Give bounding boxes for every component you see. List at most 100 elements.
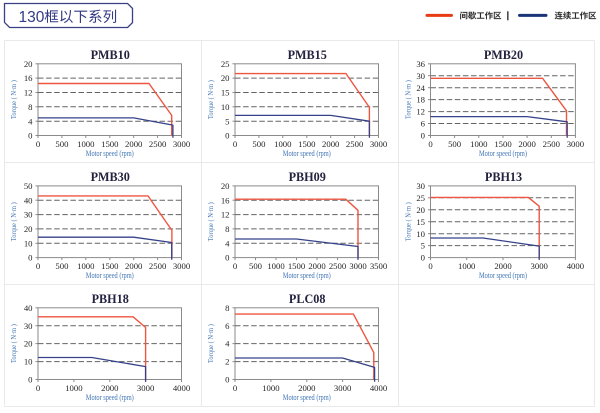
- svg-text:16: 16: [24, 73, 33, 83]
- svg-text:25: 25: [416, 193, 425, 203]
- svg-text:10: 10: [24, 357, 33, 367]
- svg-text:20: 20: [221, 73, 230, 83]
- svg-text:8: 8: [28, 102, 33, 112]
- svg-text:Motor speed (rpm): Motor speed (rpm): [86, 271, 134, 280]
- svg-text:40: 40: [24, 303, 33, 313]
- svg-text:3500: 3500: [370, 261, 388, 271]
- svg-text:2500: 2500: [346, 139, 364, 149]
- svg-text:4: 4: [28, 116, 33, 126]
- svg-text:8: 8: [225, 224, 230, 234]
- svg-text:12: 12: [221, 210, 230, 220]
- svg-text:Motor speed (rpm): Motor speed (rpm): [283, 393, 331, 402]
- svg-text:12: 12: [24, 88, 33, 98]
- svg-text:0: 0: [233, 139, 238, 149]
- svg-text:0: 0: [28, 375, 33, 385]
- svg-text:Torque ( N·m ): Torque ( N·m ): [10, 202, 18, 242]
- svg-text:15: 15: [221, 88, 230, 98]
- svg-text:0: 0: [225, 253, 230, 263]
- svg-text:Torque ( N·m ): Torque ( N·m ): [405, 202, 413, 242]
- svg-text:1500: 1500: [101, 261, 119, 271]
- svg-text:1000: 1000: [77, 261, 95, 271]
- svg-text:15: 15: [416, 217, 425, 227]
- svg-text:Motor speed (rpm): Motor speed (rpm): [479, 149, 527, 158]
- svg-text:500: 500: [55, 139, 69, 149]
- svg-text:2000: 2000: [125, 139, 143, 149]
- svg-text:20: 20: [24, 339, 33, 349]
- svg-text:30: 30: [416, 71, 425, 81]
- svg-text:PBH13: PBH13: [485, 170, 522, 184]
- svg-text:2000: 2000: [518, 139, 536, 149]
- svg-text:20: 20: [221, 181, 230, 191]
- svg-text:Torque ( N·m ): Torque ( N·m ): [10, 323, 18, 363]
- svg-text:50: 50: [24, 181, 33, 191]
- svg-text:3000: 3000: [173, 139, 191, 149]
- svg-text:2500: 2500: [543, 139, 561, 149]
- svg-text:1500: 1500: [101, 139, 119, 149]
- svg-text:2000: 2000: [322, 139, 340, 149]
- svg-text:6: 6: [421, 119, 426, 129]
- svg-text:Torque ( N·m ): Torque ( N·m ): [207, 202, 215, 242]
- svg-text:20: 20: [416, 205, 425, 215]
- svg-text:30: 30: [24, 210, 33, 220]
- svg-text:0: 0: [28, 253, 33, 263]
- svg-text:36: 36: [416, 59, 425, 69]
- svg-text:3000: 3000: [531, 261, 549, 271]
- svg-text:30: 30: [24, 321, 33, 331]
- svg-text:PMB30: PMB30: [91, 170, 130, 184]
- svg-text:8: 8: [225, 303, 230, 313]
- svg-text:500: 500: [252, 139, 266, 149]
- svg-text:1000: 1000: [458, 261, 476, 271]
- svg-text:3000: 3000: [370, 139, 388, 149]
- svg-text:0: 0: [233, 261, 238, 271]
- svg-text:18: 18: [416, 95, 425, 105]
- svg-text:Motor speed (rpm): Motor speed (rpm): [86, 393, 134, 402]
- svg-text:Torque ( N·m ): Torque ( N·m ): [207, 323, 215, 363]
- svg-text:2500: 2500: [149, 139, 167, 149]
- svg-text:1000: 1000: [470, 139, 488, 149]
- svg-text:2000: 2000: [494, 261, 512, 271]
- svg-text:0: 0: [233, 383, 238, 393]
- svg-text:3000: 3000: [567, 139, 585, 149]
- svg-text:1000: 1000: [274, 139, 292, 149]
- svg-text:16: 16: [221, 195, 230, 205]
- svg-text:1000: 1000: [267, 261, 285, 271]
- svg-text:Torque ( N·m ): Torque ( N·m ): [207, 79, 215, 119]
- svg-text:4: 4: [225, 238, 230, 248]
- svg-text:500: 500: [249, 261, 263, 271]
- svg-text:0: 0: [36, 383, 41, 393]
- svg-text:6: 6: [225, 321, 230, 331]
- svg-text:2000: 2000: [298, 383, 316, 393]
- svg-text:20: 20: [24, 224, 33, 234]
- svg-text:0: 0: [225, 375, 230, 385]
- svg-text:0: 0: [225, 131, 230, 141]
- svg-text:10: 10: [24, 238, 33, 248]
- svg-text:Motor speed (rpm): Motor speed (rpm): [283, 149, 331, 158]
- svg-text:0: 0: [421, 131, 426, 141]
- svg-text:0: 0: [36, 139, 41, 149]
- svg-text:25: 25: [221, 59, 230, 69]
- svg-text:Torque ( N·m ): Torque ( N·m ): [405, 79, 413, 119]
- svg-text:4000: 4000: [370, 383, 388, 393]
- svg-text:1500: 1500: [298, 139, 316, 149]
- svg-text:2000: 2000: [125, 261, 143, 271]
- svg-text:500: 500: [448, 139, 462, 149]
- svg-text:2000: 2000: [101, 383, 119, 393]
- svg-text:1000: 1000: [262, 383, 280, 393]
- svg-text:3000: 3000: [349, 261, 367, 271]
- svg-text:2: 2: [225, 357, 229, 367]
- svg-text:3000: 3000: [334, 383, 352, 393]
- svg-text:2000: 2000: [308, 261, 326, 271]
- svg-text:Motor speed (rpm): Motor speed (rpm): [86, 149, 134, 158]
- svg-text:PBH18: PBH18: [92, 292, 129, 306]
- svg-text:10: 10: [416, 229, 425, 239]
- svg-text:PMB10: PMB10: [91, 48, 130, 62]
- svg-text:1000: 1000: [65, 383, 83, 393]
- svg-text:3000: 3000: [137, 383, 155, 393]
- svg-text:5: 5: [421, 241, 425, 251]
- svg-text:PMB15: PMB15: [288, 48, 327, 62]
- svg-text:500: 500: [55, 261, 69, 271]
- svg-text:20: 20: [24, 59, 33, 69]
- svg-text:PMB20: PMB20: [484, 48, 523, 62]
- svg-text:Motor speed (rpm): Motor speed (rpm): [479, 271, 527, 280]
- svg-text:24: 24: [416, 83, 425, 93]
